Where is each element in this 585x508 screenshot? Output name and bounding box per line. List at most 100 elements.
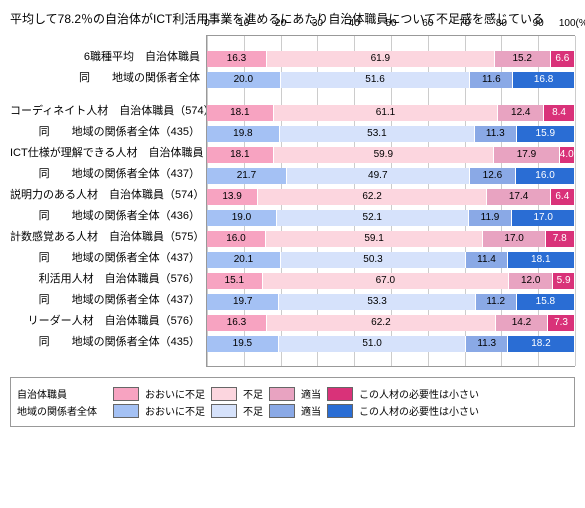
legend-row: 自治体職員おおいに不足不足適当この人材の必要性は小さい — [17, 386, 568, 401]
legend-item: 不足 — [243, 386, 263, 401]
bar-row: 18.159.917.94.0 — [207, 144, 575, 165]
stacked-bar: 19.853.111.315.9 — [207, 126, 575, 142]
bar-row: 19.853.111.315.9 — [207, 123, 575, 144]
bar-segment: 8.4 — [544, 105, 575, 121]
bars-area: 0102030405060708090100(%) 16.361.915.26.… — [206, 35, 575, 367]
bar-segment: 12.6 — [470, 168, 516, 184]
bar-segment: 17.9 — [494, 147, 560, 163]
legend-swatch — [113, 387, 139, 401]
row-label: 説明力のある人材 自治体職員（574） — [10, 185, 200, 206]
row-label: 同 地域の関係者全体（437） — [10, 248, 200, 269]
legend-swatch — [327, 404, 353, 418]
bar-row: 19.551.011.318.2 — [207, 333, 575, 354]
bar-row: 16.361.915.26.6 — [207, 48, 575, 69]
gridline — [575, 36, 576, 366]
legend-swatch — [327, 387, 353, 401]
bar-segment: 51.6 — [281, 72, 471, 88]
stacked-bar: 18.161.112.48.4 — [207, 105, 575, 121]
bar-segment: 67.0 — [263, 273, 510, 289]
bar-segment: 18.1 — [207, 147, 274, 163]
axis-tick: 100(%) — [559, 18, 585, 29]
bar-segment: 17.0 — [512, 210, 575, 226]
axis-tick: 10 — [238, 18, 249, 29]
bar-segment: 7.8 — [546, 231, 575, 247]
bar-segment: 61.9 — [267, 51, 495, 67]
stacked-bar: 19.753.311.215.8 — [207, 294, 575, 310]
bar-segment: 17.0 — [483, 231, 546, 247]
plot-area: 6職種平均 自治体職員同 地域の関係者全体コーディネイト人材 自治体職員（574… — [10, 35, 575, 367]
bar-row: 19.753.311.215.8 — [207, 291, 575, 312]
bar-segment: 16.0 — [516, 168, 575, 184]
legend-item: この人材の必要性は小さい — [359, 403, 479, 418]
stacked-bar: 20.150.311.418.1 — [207, 252, 575, 268]
bar-segment: 19.5 — [207, 336, 279, 352]
bar-segment: 5.9 — [553, 273, 575, 289]
bar-segment: 53.3 — [279, 294, 475, 310]
bar-segment: 61.1 — [274, 105, 499, 121]
bar-segment: 11.3 — [475, 126, 517, 142]
axis-tick: 40 — [349, 18, 360, 29]
bar-row: 20.051.611.616.8 — [207, 69, 575, 90]
bar-row: 13.962.217.46.4 — [207, 186, 575, 207]
legend-item: この人材の必要性は小さい — [359, 386, 479, 401]
row-labels: 6職種平均 自治体職員同 地域の関係者全体コーディネイト人材 自治体職員（574… — [10, 35, 206, 367]
row-label: ICT仕様が理解できる人材 自治体職員（574） — [10, 143, 200, 164]
legend-row: 地域の関係者全体おおいに不足不足適当この人材の必要性は小さい — [17, 403, 568, 418]
stacked-bar-chart: 平均して78.2％の自治体がICT利活用事業を進めるにあたり自治体職員について不… — [10, 10, 575, 427]
legend-item: 不足 — [243, 403, 263, 418]
legend-swatch — [269, 387, 295, 401]
bar-segment: 62.2 — [258, 189, 487, 205]
bar-segment: 18.2 — [508, 336, 575, 352]
bar-segment: 11.6 — [470, 72, 513, 88]
bar-segment: 12.0 — [509, 273, 553, 289]
bar-segment: 59.9 — [274, 147, 494, 163]
bar-row: 16.362.214.27.3 — [207, 312, 575, 333]
legend-item: おおいに不足 — [145, 386, 205, 401]
bar-segment: 17.4 — [487, 189, 551, 205]
stacked-bar: 19.052.111.917.0 — [207, 210, 575, 226]
bar-segment: 52.1 — [277, 210, 469, 226]
bar-segment: 15.9 — [517, 126, 575, 142]
axis-tick: 30 — [312, 18, 323, 29]
stacked-bar: 19.551.011.318.2 — [207, 336, 575, 352]
bar-segment: 19.0 — [207, 210, 277, 226]
row-label: 利活用人材 自治体職員（576） — [10, 269, 200, 290]
bar-segment: 18.1 — [207, 105, 274, 121]
row-label: 同 地域の関係者全体（437） — [10, 290, 200, 311]
bar-segment: 53.1 — [280, 126, 475, 142]
axis-tick: 60 — [422, 18, 433, 29]
legend-item: 適当 — [301, 403, 321, 418]
legend-swatch — [269, 404, 295, 418]
axis-tick: 80 — [496, 18, 507, 29]
axis-tick: 0 — [204, 18, 210, 29]
row-label: 同 地域の関係者全体（435） — [10, 122, 200, 143]
bar-segment: 19.8 — [207, 126, 280, 142]
stacked-bar: 15.167.012.05.9 — [207, 273, 575, 289]
stacked-bar: 18.159.917.94.0 — [207, 147, 575, 163]
row-label: 同 地域の関係者全体（437） — [10, 164, 200, 185]
legend: 自治体職員おおいに不足不足適当この人材の必要性は小さい地域の関係者全体おおいに不… — [10, 377, 575, 427]
bar-segment: 13.9 — [207, 189, 258, 205]
bar-segment: 49.7 — [287, 168, 470, 184]
legend-swatch — [211, 404, 237, 418]
legend-swatch — [113, 404, 139, 418]
bar-segment: 62.2 — [267, 315, 496, 331]
bar-row: 20.150.311.418.1 — [207, 249, 575, 270]
legend-label: 地域の関係者全体 — [17, 403, 107, 418]
bar-segment: 20.1 — [207, 252, 281, 268]
row-label: コーディネイト人材 自治体職員（574） — [10, 101, 200, 122]
stacked-bar: 21.749.712.616.0 — [207, 168, 575, 184]
bar-segment: 12.4 — [498, 105, 544, 121]
row-label: 同 地域の関係者全体（436） — [10, 206, 200, 227]
stacked-bar: 16.362.214.27.3 — [207, 315, 575, 331]
bar-segment: 21.7 — [207, 168, 287, 184]
bar-row: 18.161.112.48.4 — [207, 102, 575, 123]
bar-segment: 11.9 — [469, 210, 513, 226]
axis-tick: 20 — [275, 18, 286, 29]
bar-row: 15.167.012.05.9 — [207, 270, 575, 291]
row-label: 計数感覚ある人材 自治体職員（575） — [10, 227, 200, 248]
legend-item: 適当 — [301, 386, 321, 401]
bar-segment: 6.6 — [551, 51, 575, 67]
bar-segment: 16.0 — [207, 231, 266, 247]
bar-segment: 7.3 — [548, 315, 575, 331]
